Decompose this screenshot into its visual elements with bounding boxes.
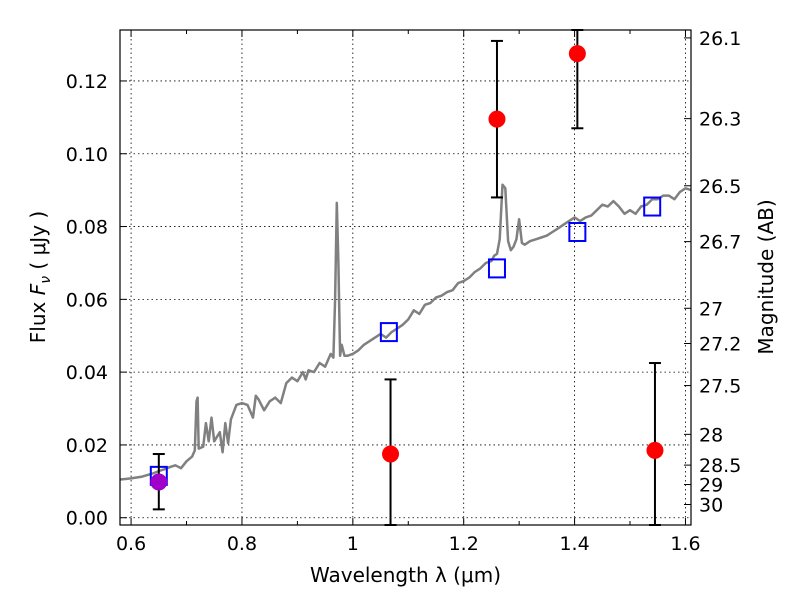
y-axis-title-prefix: Flux — [26, 295, 50, 343]
observed-point-marker — [568, 45, 586, 63]
model-square-marker — [643, 196, 662, 217]
y2-axis-title: Magnitude (AB) — [754, 199, 778, 354]
grid-layer — [120, 30, 691, 525]
y-axis-title-symbol: F — [26, 283, 50, 295]
y2-tick-label: 26.7 — [699, 232, 741, 254]
y-axis-title: Flux Fν ( μJy ) — [26, 211, 54, 343]
y2-tick-label: 27 — [699, 298, 723, 320]
y2-tick-label: 26.5 — [699, 176, 741, 198]
y2-tick-label: 28 — [699, 424, 723, 446]
y-tick-label: 0.10 — [66, 144, 108, 166]
x-axis-title: Wavelength λ (μm) — [310, 563, 501, 587]
x-tick-label: 1.6 — [670, 533, 700, 555]
y2-tick-label: 30 — [699, 495, 723, 517]
y2-tick-label: 26.3 — [699, 109, 741, 131]
model-square-marker — [379, 322, 398, 343]
y2-tick-label: 26.1 — [699, 28, 741, 50]
y-axis-title-subscript: ν — [38, 276, 54, 284]
observed-point-marker — [646, 441, 664, 459]
observed-point-marker — [382, 445, 400, 463]
model-square-marker — [487, 258, 506, 279]
x-tick-label: 0.8 — [227, 533, 257, 555]
y-tick-label: 0.12 — [66, 71, 108, 93]
y-axis-title-unit: ( μJy ) — [26, 211, 50, 276]
x-tick-label: 1 — [347, 533, 359, 555]
y2-tick-label: 27.2 — [699, 334, 741, 356]
y2-tick-label: 29 — [699, 475, 723, 497]
model-square-marker — [568, 222, 587, 243]
x-tick-label: 1.2 — [449, 533, 479, 555]
y2-tick-label: 28.5 — [699, 455, 741, 477]
labels-layer: 0.6 0.8 1 1.2 1.4 1.6 0.00 0.02 0.04 0.06 0.08 0.10… — [66, 28, 742, 555]
plot-frame — [119, 29, 692, 526]
y-tick-label: 0.02 — [66, 435, 108, 457]
x-tick-label: 1.4 — [559, 533, 589, 555]
plot-background — [120, 30, 691, 525]
observed-point-marker — [150, 473, 168, 491]
y-tick-label: 0.04 — [66, 362, 108, 384]
y2-tick-label: 27.5 — [699, 376, 741, 398]
spectrum-line — [119, 183, 692, 481]
y-tick-label: 0.08 — [66, 217, 108, 239]
y-tick-label: 0.06 — [66, 289, 108, 311]
y-tick-label: 0.00 — [66, 508, 108, 530]
x-tick-label: 0.6 — [116, 533, 146, 555]
ticks-layer — [120, 30, 691, 525]
observed-point-marker — [488, 110, 506, 128]
